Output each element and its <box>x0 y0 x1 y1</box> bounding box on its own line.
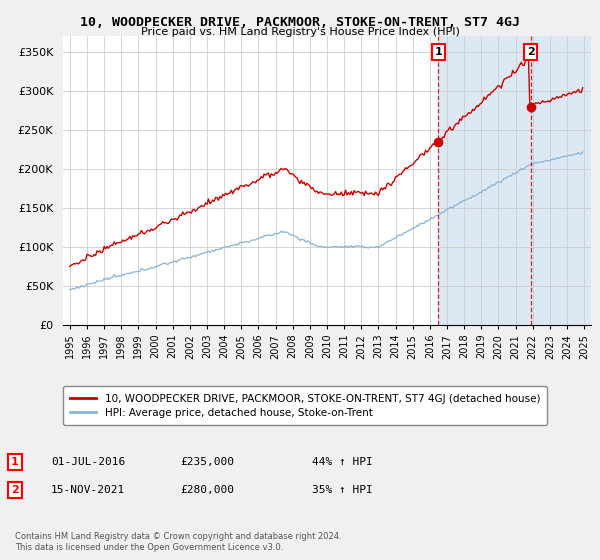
Text: 15-NOV-2021: 15-NOV-2021 <box>51 485 125 495</box>
Text: Contains HM Land Registry data © Crown copyright and database right 2024.
This d: Contains HM Land Registry data © Crown c… <box>15 532 341 552</box>
Text: 35% ↑ HPI: 35% ↑ HPI <box>312 485 373 495</box>
Text: 10, WOODPECKER DRIVE, PACKMOOR, STOKE-ON-TRENT, ST7 4GJ: 10, WOODPECKER DRIVE, PACKMOOR, STOKE-ON… <box>80 16 520 29</box>
Text: £235,000: £235,000 <box>180 457 234 467</box>
Text: 44% ↑ HPI: 44% ↑ HPI <box>312 457 373 467</box>
Text: 2: 2 <box>527 47 535 57</box>
Text: 1: 1 <box>11 457 19 467</box>
Text: 2: 2 <box>11 485 19 495</box>
Text: Price paid vs. HM Land Registry's House Price Index (HPI): Price paid vs. HM Land Registry's House … <box>140 27 460 37</box>
Text: 01-JUL-2016: 01-JUL-2016 <box>51 457 125 467</box>
Legend: 10, WOODPECKER DRIVE, PACKMOOR, STOKE-ON-TRENT, ST7 4GJ (detached house), HPI: A: 10, WOODPECKER DRIVE, PACKMOOR, STOKE-ON… <box>63 386 547 425</box>
Text: £280,000: £280,000 <box>180 485 234 495</box>
Bar <box>439 36 593 325</box>
Text: 1: 1 <box>434 47 442 57</box>
